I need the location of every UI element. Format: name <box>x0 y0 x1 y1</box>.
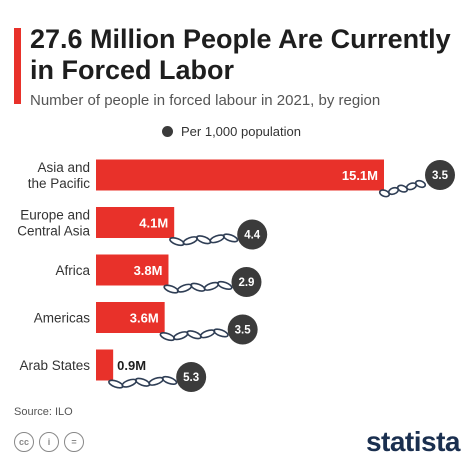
chain-link <box>163 284 179 294</box>
chain-link <box>121 378 138 388</box>
chain-link <box>414 179 427 189</box>
no-derivatives-icon[interactable]: = <box>64 432 84 452</box>
chart-subtitle: Number of people in forced labour in 202… <box>30 92 381 109</box>
bar <box>96 159 384 191</box>
category-label: Europe and <box>20 208 90 223</box>
bar-group: Arab States 0.9M 5.3 <box>19 349 207 392</box>
source-note: Source: ILO <box>14 406 73 418</box>
bar-value-label: 0.9M <box>117 358 146 373</box>
chain-icon <box>378 179 427 198</box>
chain-link <box>216 280 233 291</box>
bar-value-label: 3.6M <box>130 311 159 326</box>
rate-value-label: 3.5 <box>432 170 449 182</box>
bar-value-label: 15.1M <box>342 168 378 183</box>
chain-link <box>209 234 225 244</box>
category-label: Americas <box>34 311 91 326</box>
rate-circle <box>237 219 268 250</box>
rate-value-label: 4.4 <box>244 230 261 242</box>
category-label: Africa <box>55 263 90 278</box>
chain-link <box>186 330 202 340</box>
rate-value-label: 3.5 <box>235 325 252 337</box>
chain-link <box>169 236 185 247</box>
chain-icon <box>108 375 178 389</box>
legend: Per 1,000 population <box>162 124 301 139</box>
chain-link <box>378 189 391 198</box>
bar <box>96 349 114 381</box>
chain-link <box>172 331 189 341</box>
chain-link <box>213 328 229 338</box>
bar <box>96 302 165 333</box>
category-label: Arab States <box>19 358 90 373</box>
chain-link <box>148 376 164 386</box>
chain-link <box>195 235 212 245</box>
rate-value-label: 2.9 <box>238 277 254 289</box>
chain-link <box>190 282 206 292</box>
category-label: Asia and <box>37 160 90 175</box>
legend-label: Per 1,000 population <box>181 124 301 139</box>
category-label: the Pacific <box>28 176 91 191</box>
chain-link <box>182 236 199 246</box>
chain-icon <box>169 233 239 247</box>
category-label: Central Asia <box>17 224 90 239</box>
chain-link <box>199 329 216 339</box>
statista-logo[interactable]: statista <box>365 426 461 457</box>
bar-value-label: 3.8M <box>134 263 163 278</box>
chain-link <box>161 375 178 386</box>
rate-circle <box>231 267 262 297</box>
rate-circle <box>227 314 258 345</box>
chain-link <box>108 379 124 389</box>
rate-value-label: 5.3 <box>183 372 199 384</box>
bar <box>96 254 169 286</box>
bar-group: Africa 3.8M 2.9 <box>55 254 262 297</box>
license-icons: cc i = <box>14 432 84 452</box>
attribution-icon[interactable]: i <box>39 432 59 452</box>
chain-link <box>159 331 176 342</box>
rate-circle <box>176 362 207 392</box>
chain-icon <box>159 328 229 342</box>
title-accent-bar <box>14 28 21 104</box>
legend-dot-icon <box>162 126 173 137</box>
chain-link <box>134 377 151 387</box>
rate-circle <box>425 160 455 190</box>
bar <box>96 207 175 238</box>
chart-title: 27.6 Million People Are Currently in For… <box>30 24 451 85</box>
chain-link <box>396 184 409 193</box>
bar-value-label: 4.1M <box>139 216 168 231</box>
chain-link <box>222 233 239 243</box>
bar-group: Americas 3.6M 3.5 <box>34 302 258 345</box>
chain-icon <box>163 280 233 294</box>
chain-link <box>176 283 193 293</box>
chain-link <box>203 281 220 291</box>
cc-icon[interactable]: cc <box>14 432 34 452</box>
